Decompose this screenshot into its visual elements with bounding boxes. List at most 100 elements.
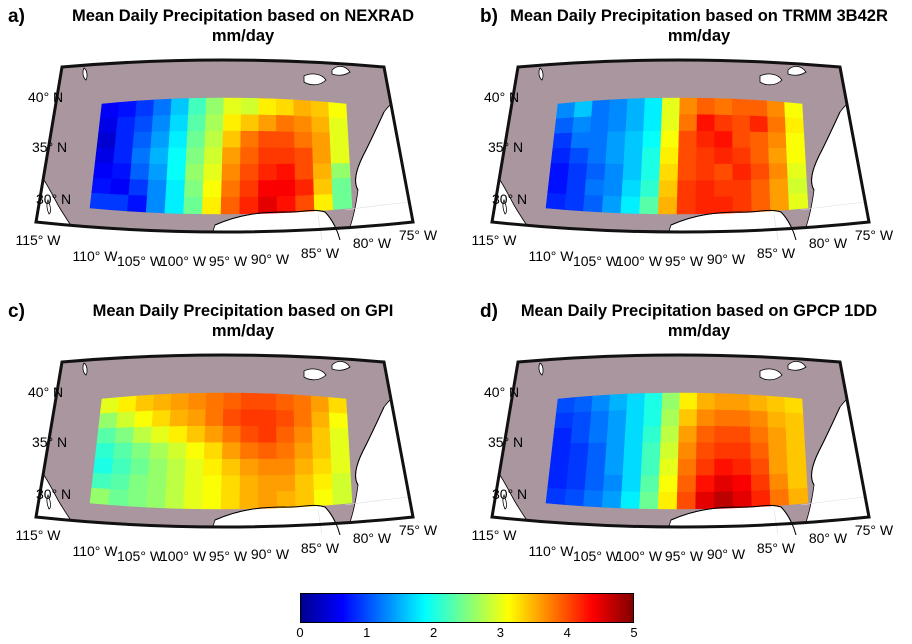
precip-cell	[659, 147, 680, 165]
precip-cell	[555, 102, 576, 120]
precip-cell	[204, 425, 224, 444]
precip-cell	[116, 116, 136, 134]
precip-cell	[98, 117, 119, 135]
precip-cell	[751, 489, 771, 508]
precip-cell	[133, 115, 154, 133]
precip-cell	[99, 102, 120, 120]
atlantic-coast	[355, 111, 385, 191]
precip-cell	[695, 163, 715, 182]
precip-cell	[732, 458, 752, 476]
precip-cell	[732, 410, 751, 428]
lon-label: 115° W	[471, 232, 517, 248]
precip-cell	[293, 394, 312, 413]
precip-cell	[550, 443, 572, 459]
precip-cell	[166, 163, 187, 181]
precip-cell	[276, 490, 297, 509]
precip-cell	[750, 147, 770, 165]
precip-cell	[785, 427, 805, 444]
precip-cell	[170, 98, 190, 116]
precip-cell	[222, 425, 242, 444]
panel-a: a) Mean Daily Precipitation based on NEX…	[0, 0, 456, 290]
lat-label: 30° N	[36, 191, 71, 207]
precip-cell	[731, 98, 751, 117]
precip-cell	[678, 130, 698, 149]
precip-cell	[168, 131, 188, 149]
precip-cell	[145, 490, 167, 509]
graticule	[773, 201, 867, 241]
precip-cell	[625, 114, 645, 132]
precip-cell	[96, 132, 117, 149]
precip-cell	[570, 427, 591, 444]
precip-cell	[606, 426, 627, 444]
precip-cell	[117, 395, 138, 414]
graticule-line	[800, 496, 867, 506]
precip-cell	[572, 411, 592, 429]
precip-cell	[258, 98, 277, 116]
precip-cell	[644, 392, 663, 411]
precip-cell	[312, 458, 333, 475]
precip-cell	[149, 147, 170, 165]
precip-cell	[220, 492, 241, 510]
precip-cell	[204, 130, 224, 149]
panel-title-text: Mean Daily Precipitation based on TRMM 3…	[510, 7, 888, 25]
lon-label: 95° W	[665, 253, 704, 269]
graticule-line	[344, 201, 411, 211]
precip-cell	[573, 395, 594, 414]
colorbar-tick-label: 2	[429, 625, 438, 640]
precip-cell	[565, 178, 587, 196]
coastline	[214, 406, 385, 536]
precip-cell	[732, 131, 751, 149]
gulf-coast	[670, 209, 797, 241]
atlantic-coast	[355, 406, 385, 486]
precip-cell	[642, 130, 662, 149]
precip-cell	[660, 425, 680, 444]
graticule-line	[317, 214, 323, 241]
precip-cell	[149, 442, 170, 460]
precip-cell	[96, 427, 117, 444]
precip-cell	[750, 442, 770, 460]
precip-cell	[148, 163, 169, 181]
lon-label: 95° W	[209, 548, 248, 564]
precip-cell	[203, 163, 223, 182]
lon-label: 100° W	[616, 548, 663, 564]
panel-letter: c)	[8, 301, 25, 322]
precip-cell	[696, 147, 715, 165]
precip-cell	[311, 427, 331, 444]
precip-cell	[695, 180, 715, 198]
precip-cell	[608, 98, 629, 117]
precip-cell	[784, 102, 804, 120]
atlantic-coast	[811, 406, 841, 486]
lon-label: 80° W	[353, 530, 392, 546]
precip-cell	[93, 163, 114, 180]
graticule-line	[773, 214, 779, 241]
precip-cell	[585, 458, 606, 476]
precip-cell	[183, 491, 204, 510]
precip-cell	[677, 163, 697, 182]
precip-cell	[787, 177, 808, 195]
precip-cell	[203, 458, 223, 477]
precip-cell	[568, 147, 590, 165]
precip-cell	[591, 99, 611, 118]
precip-cell	[203, 147, 224, 165]
precip-cell	[205, 114, 224, 132]
precip-grid	[545, 97, 809, 215]
precip-cell	[624, 426, 644, 444]
precip-cell	[240, 425, 260, 444]
panel-units: mm/day	[211, 27, 275, 45]
precip-cell	[131, 147, 152, 165]
precip-cell	[768, 442, 788, 460]
precip-grid	[89, 392, 353, 510]
precip-cell	[294, 147, 314, 165]
precip-cell	[583, 194, 604, 213]
precip-cell	[696, 130, 716, 149]
precip-cell	[786, 163, 807, 180]
graticule-line	[773, 509, 779, 536]
precip-cell	[295, 194, 315, 213]
precip-cell	[240, 114, 260, 132]
panel-title-text: Mean Daily Precipitation based on GPI	[92, 302, 394, 320]
precip-cell	[310, 100, 330, 119]
precip-cell	[89, 487, 111, 505]
precip-cell	[170, 393, 190, 411]
